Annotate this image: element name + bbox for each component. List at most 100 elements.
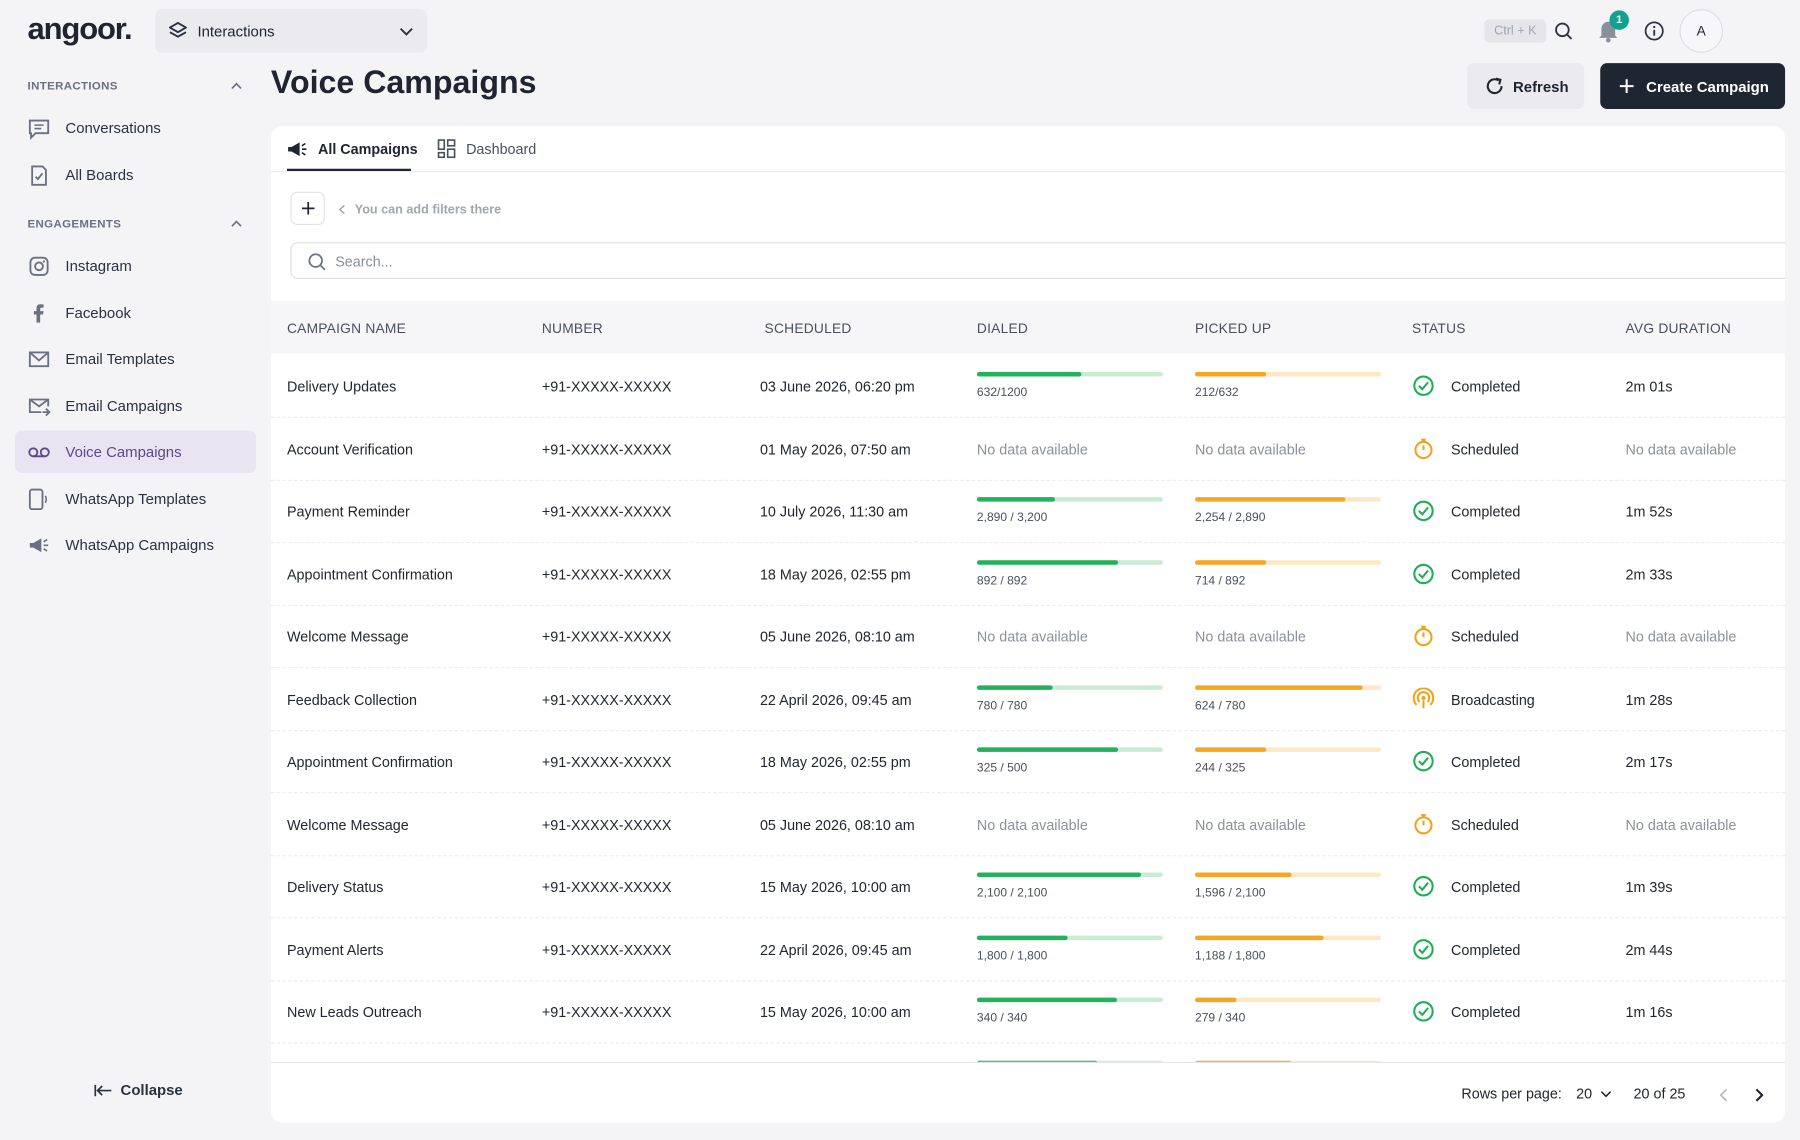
- status-icon: [1413, 563, 1434, 584]
- progress-fill: [1195, 935, 1324, 940]
- progress-label: 780 / 780: [976, 698, 1028, 713]
- campaign-name: Welcome Message: [286, 629, 409, 646]
- pagination: Rows per page: 20 20 of 25: [270, 1061, 1786, 1123]
- progress-fill: [1195, 747, 1266, 752]
- nav-icon: [28, 488, 48, 511]
- progress-track: [976, 497, 1163, 502]
- table-row[interactable]: Delivery Updates +91-XXXXX-XXXXX 03 June 2…: [270, 356, 1786, 418]
- add-filter-button[interactable]: [290, 191, 325, 225]
- button-label: Refresh: [1513, 78, 1569, 96]
- table-row[interactable]: Appointment Confirmation +91-XXXXX-XXXXX 1…: [270, 544, 1786, 606]
- status-icon: [1414, 438, 1433, 459]
- layers-icon: [168, 22, 187, 38]
- prev-page[interactable]: [1719, 1088, 1729, 1102]
- status: Scheduled: [1451, 816, 1519, 833]
- tab-active[interactable]: All Campaigns: [317, 141, 418, 158]
- page-range: 20 of 25: [1633, 1085, 1686, 1103]
- section-title: ENGAGEMENTS: [27, 218, 122, 231]
- nav-item[interactable]: Email Templates: [15, 337, 256, 379]
- table-row[interactable]: Welcome Message +91-XXXXX-XXXXX 05 June 20…: [270, 606, 1786, 669]
- campaign-card: All Campaigns Dashboard You can add filt…: [270, 126, 1786, 1123]
- column-header: PICKED UP: [1195, 320, 1272, 337]
- campaign-name: Appointment Confirmation: [286, 566, 453, 583]
- no-data: No data available: [1195, 441, 1306, 458]
- workspace-select[interactable]: Interactions: [154, 9, 428, 53]
- nav-label: Facebook: [65, 304, 131, 322]
- progress-fill: [976, 872, 1141, 878]
- table-row[interactable]: Feedback Collection +91-XXXXX-XXXXX 22 Apr…: [270, 669, 1786, 731]
- phone-number: +91-XXXXX-XXXXX: [541, 879, 672, 896]
- table-header: CAMPAIGN NAME NUMBER SCHEDULED DIALED PICKED…: [270, 300, 1786, 354]
- avg-duration: 1m 52s: [1625, 503, 1673, 521]
- no-data: No data available: [976, 441, 1088, 458]
- nav-item[interactable]: WhatsApp Templates: [15, 478, 256, 520]
- progress-track: [976, 371, 1163, 377]
- progress-track: [1195, 371, 1381, 377]
- progress-track: [976, 997, 1163, 1003]
- phone-number: +91-XXXXX-XXXXX: [541, 566, 672, 583]
- nav-item[interactable]: Facebook: [15, 292, 256, 334]
- progress-track: [1195, 497, 1381, 502]
- nav-item[interactable]: Email Campaigns: [15, 385, 256, 427]
- table-row[interactable]: Welcome Message +91-XXXXX-XXXXX 05 June 20…: [270, 794, 1786, 856]
- status-icon: [1412, 687, 1435, 708]
- phone-number: +91-XXXXX-XXXXX: [541, 629, 672, 646]
- phone-number: +91-XXXXX-XXXXX: [541, 1004, 672, 1021]
- nav-label: All Boards: [65, 166, 134, 184]
- nav-item[interactable]: Instagram: [15, 245, 256, 287]
- brand-logo[interactable]: angoor.: [27, 11, 133, 46]
- scheduled-date: 22 April 2026, 09:45 am: [759, 941, 912, 958]
- nav-item[interactable]: WhatsApp Campaigns: [15, 523, 256, 565]
- collapse-icon: [94, 1084, 112, 1097]
- progress-fill: [1195, 872, 1292, 878]
- table-row[interactable]: Appointment Confirmation +91-XXXXX-XXXXX 1…: [270, 731, 1786, 794]
- progress-label: 1,596 / 2,100: [1195, 886, 1266, 900]
- nav-item[interactable]: All Boards: [15, 154, 256, 196]
- search-box[interactable]: Search...: [290, 242, 1786, 279]
- progress-fill: [976, 935, 1069, 940]
- progress-label: 2,254 / 2,890: [1195, 510, 1266, 525]
- scheduled-date: 18 May 2026, 02:55 pm: [759, 566, 911, 583]
- nav-label: Instagram: [65, 257, 132, 275]
- status: Broadcasting: [1451, 691, 1535, 708]
- table-row[interactable]: Delivery Status +91-XXXXX-XXXXX 15 May 202…: [270, 856, 1786, 919]
- notification-badge: 1: [1609, 10, 1629, 30]
- progress-fill: [1195, 1060, 1292, 1062]
- rows-per-page[interactable]: 20: [1576, 1085, 1593, 1103]
- nav-item-active[interactable]: Voice Campaigns: [14, 430, 256, 473]
- progress-label: 340 / 340: [976, 1011, 1028, 1026]
- table-row[interactable]: New Leads Outreach +91-XXXXX-XXXXX 15 May …: [270, 982, 1786, 1044]
- nav-label: WhatsApp Campaigns: [65, 536, 214, 554]
- refresh-button[interactable]: Refresh: [1467, 63, 1585, 110]
- nav-item[interactable]: Conversations: [15, 107, 256, 149]
- phone-number: +91-XXXXX-XXXXX: [541, 941, 672, 958]
- progress-label: 624 / 780: [1195, 698, 1246, 713]
- next-page[interactable]: [1754, 1088, 1764, 1102]
- progress-label: 632/1200: [976, 385, 1028, 400]
- progress-label: 2,100 / 2,100: [976, 886, 1048, 900]
- table-row[interactable]: Account Verification +91-XXXXX-XXXXX 01 Ma…: [270, 418, 1786, 481]
- table-row[interactable]: Payment Alerts +91-XXXXX-XXXXX 22 April 20…: [270, 919, 1786, 981]
- progress-track: [1195, 872, 1381, 878]
- column-header: AVG DURATION: [1625, 320, 1732, 337]
- campaign-name: Appointment Confirmation: [286, 754, 453, 771]
- chevron[interactable]: [231, 82, 242, 91]
- search-icon[interactable]: [1554, 22, 1573, 40]
- info-icon[interactable]: [1644, 21, 1665, 42]
- status: Completed: [1451, 566, 1521, 583]
- avg-duration: 1m 39s: [1625, 879, 1673, 896]
- progress-track: [1195, 747, 1381, 752]
- avatar[interactable]: A: [1679, 9, 1724, 53]
- progress-label: 1,188 / 1,800: [1195, 948, 1266, 963]
- nav-icon: [28, 447, 50, 458]
- nav-icon: [29, 538, 49, 553]
- phone-number: +91-XXXXX-XXXXX: [541, 503, 672, 521]
- tab[interactable]: Dashboard: [466, 141, 537, 158]
- chevron[interactable]: [231, 219, 242, 228]
- collapse-button[interactable]: Collapse: [120, 1081, 183, 1099]
- column-header: STATUS: [1411, 320, 1466, 337]
- nav-label: Email Campaigns: [65, 397, 183, 415]
- create-button[interactable]: Create Campaign: [1600, 63, 1786, 110]
- table-row[interactable]: Payment Reminder +91-XXXXX-XXXXX 10 July 2…: [270, 481, 1786, 543]
